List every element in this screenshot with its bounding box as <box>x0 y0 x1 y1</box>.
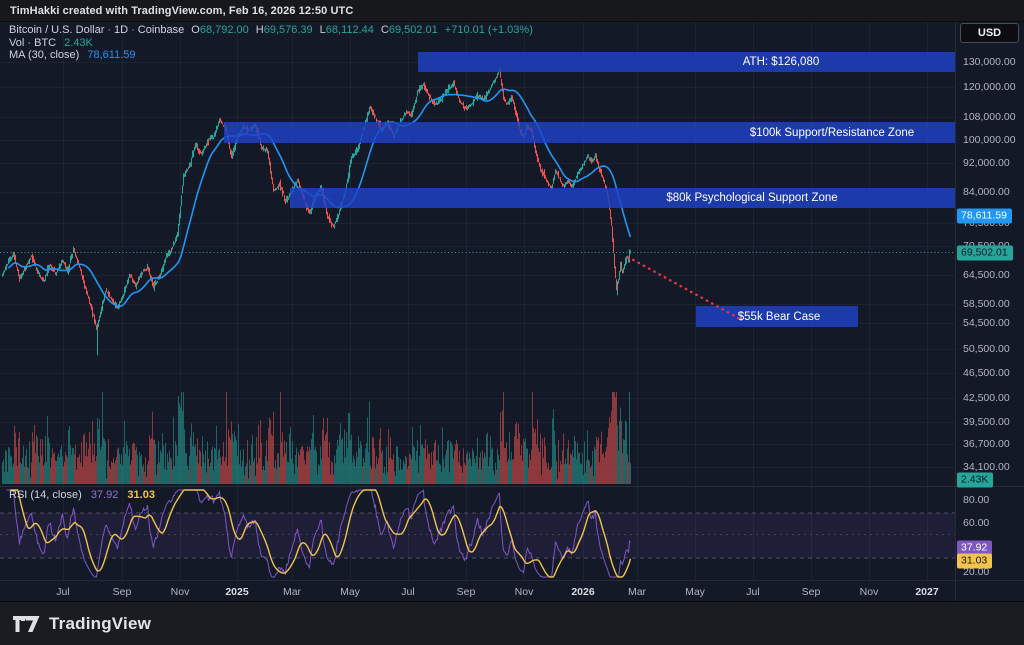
low-letter: L <box>319 24 326 36</box>
tradingview-logo-icon[interactable] <box>13 615 40 633</box>
price-axis-tick: 36,700.00 <box>963 438 1010 450</box>
symbol-legend-row[interactable]: Bitcoin / U.S. Dollar · 1D · Coinbase O68,792… <box>9 24 533 36</box>
time-axis-tick: 2027 <box>915 586 939 598</box>
volume-value: 2.43K <box>64 37 93 49</box>
time-axis-tick: Jul <box>56 586 70 598</box>
ma-legend-row[interactable]: MA (30, close) 78,611.59 <box>9 49 136 61</box>
attribution-bar: TimHakki created with TradingView.com, F… <box>0 0 1024 22</box>
time-axis-tick: 2026 <box>571 586 595 598</box>
attribution-text: TimHakki created with TradingView.com, F… <box>10 4 354 17</box>
time-axis-tick: Nov <box>170 586 190 598</box>
volume-badge: 2.43K <box>957 472 994 488</box>
time-axis-tick: Mar <box>627 586 647 598</box>
footer-brand-text[interactable]: TradingView <box>49 613 152 633</box>
price-axis-tick: 80.00 <box>963 494 990 506</box>
close-value: 69,502.01 <box>388 24 438 36</box>
ma-label: MA (30, close) <box>9 49 80 61</box>
currency-toggle-button[interactable]: USD <box>960 23 1019 43</box>
price-axis-tick: 120,000.00 <box>963 81 1016 93</box>
interval-label[interactable]: 1D <box>114 24 129 36</box>
time-axis-tick: Nov <box>859 586 879 598</box>
volume-legend-row[interactable]: Vol · BTC 2.43K <box>9 37 93 49</box>
ma-value: 78,611.59 <box>87 49 136 61</box>
change-value: +710.01 (+1.03%) <box>444 24 533 36</box>
time-axis-tick: Jul <box>746 586 760 598</box>
zone-ath[interactable]: ATH: $126,080 <box>418 52 955 72</box>
zone-80k-psychological-support[interactable]: $80k Psychological Support Zone <box>290 188 955 208</box>
price-axis-tick: 130,000.00 <box>963 56 1016 68</box>
high-letter: H <box>255 24 264 36</box>
time-axis-tick: Mar <box>282 586 302 598</box>
price-chart-svg[interactable] <box>0 0 1024 601</box>
time-axis-tick: May <box>685 586 705 598</box>
time-axis-tick: Jul <box>401 586 415 598</box>
symbol-name[interactable]: Bitcoin / U.S. Dollar <box>9 24 105 36</box>
zone-100k-support-resistance[interactable]: $100k Support/Resistance Zone <box>224 122 955 143</box>
close-letter: C <box>380 24 389 36</box>
price-axis-tick: 20.00 <box>963 566 990 578</box>
zone-55k-bear-case[interactable]: $55k Bear Case <box>696 306 858 327</box>
rsi-label: RSI (14, close) <box>9 489 82 501</box>
price-axis-tick: 58,500.00 <box>963 298 1010 310</box>
price-axis-tick: 92,000.00 <box>963 157 1010 169</box>
last-price-badge: 69,502.01 <box>957 245 1013 261</box>
time-axis-tick: Nov <box>514 586 534 598</box>
price-axis-tick: 46,500.00 <box>963 367 1010 379</box>
rsi-value: 37.92 <box>90 489 119 501</box>
price-axis-tick: 64,500.00 <box>963 269 1010 281</box>
exchange-label: Coinbase <box>137 24 185 36</box>
price-axis-tick: 42,500.00 <box>963 392 1010 404</box>
open-letter: O <box>191 24 200 36</box>
time-axis-tick: May <box>340 586 360 598</box>
price-axis-tick: 100,000.00 <box>963 134 1016 146</box>
high-value: 69,576.39 <box>263 24 313 36</box>
zone-80k-label: $80k Psychological Support Zone <box>666 192 838 204</box>
currency-toggle-label: USD <box>977 27 1002 39</box>
price-axis-tick: 54,500.00 <box>963 317 1010 329</box>
rsi-ma-value-badge: 31.03 <box>957 553 993 569</box>
price-axis-tick: 50,500.00 <box>963 343 1010 355</box>
price-axis-tick: 39,500.00 <box>963 416 1010 428</box>
time-axis-tick: Sep <box>456 586 476 598</box>
rsi-value-badge: 37.92 <box>957 540 993 556</box>
price-axis-tick: 84,000.00 <box>963 186 1010 198</box>
time-axis-tick: 2025 <box>225 586 249 598</box>
ma-value-badge: 78,611.59 <box>957 208 1012 224</box>
open-value: 68,792.00 <box>199 24 249 36</box>
footer-bar: TradingView <box>0 601 1024 645</box>
time-axis-tick: Sep <box>112 586 132 598</box>
price-axis-tick: 108,000.00 <box>963 111 1016 123</box>
zone-ath-label: ATH: $126,080 <box>742 56 820 68</box>
time-axis-tick: Sep <box>801 586 821 598</box>
rsi-ma-value: 31.03 <box>127 489 155 501</box>
price-axis-tick: 60.00 <box>963 517 990 529</box>
volume-label: Vol · BTC <box>9 37 57 49</box>
price-axis-tick: 34,100.00 <box>963 461 1010 473</box>
zone-55k-label: $55k Bear Case <box>737 310 821 323</box>
low-value: 68,112.44 <box>325 24 374 36</box>
zone-100k-label: $100k Support/Resistance Zone <box>749 126 915 139</box>
rsi-legend-row[interactable]: RSI (14, close) 37.92 31.03 <box>9 489 155 501</box>
